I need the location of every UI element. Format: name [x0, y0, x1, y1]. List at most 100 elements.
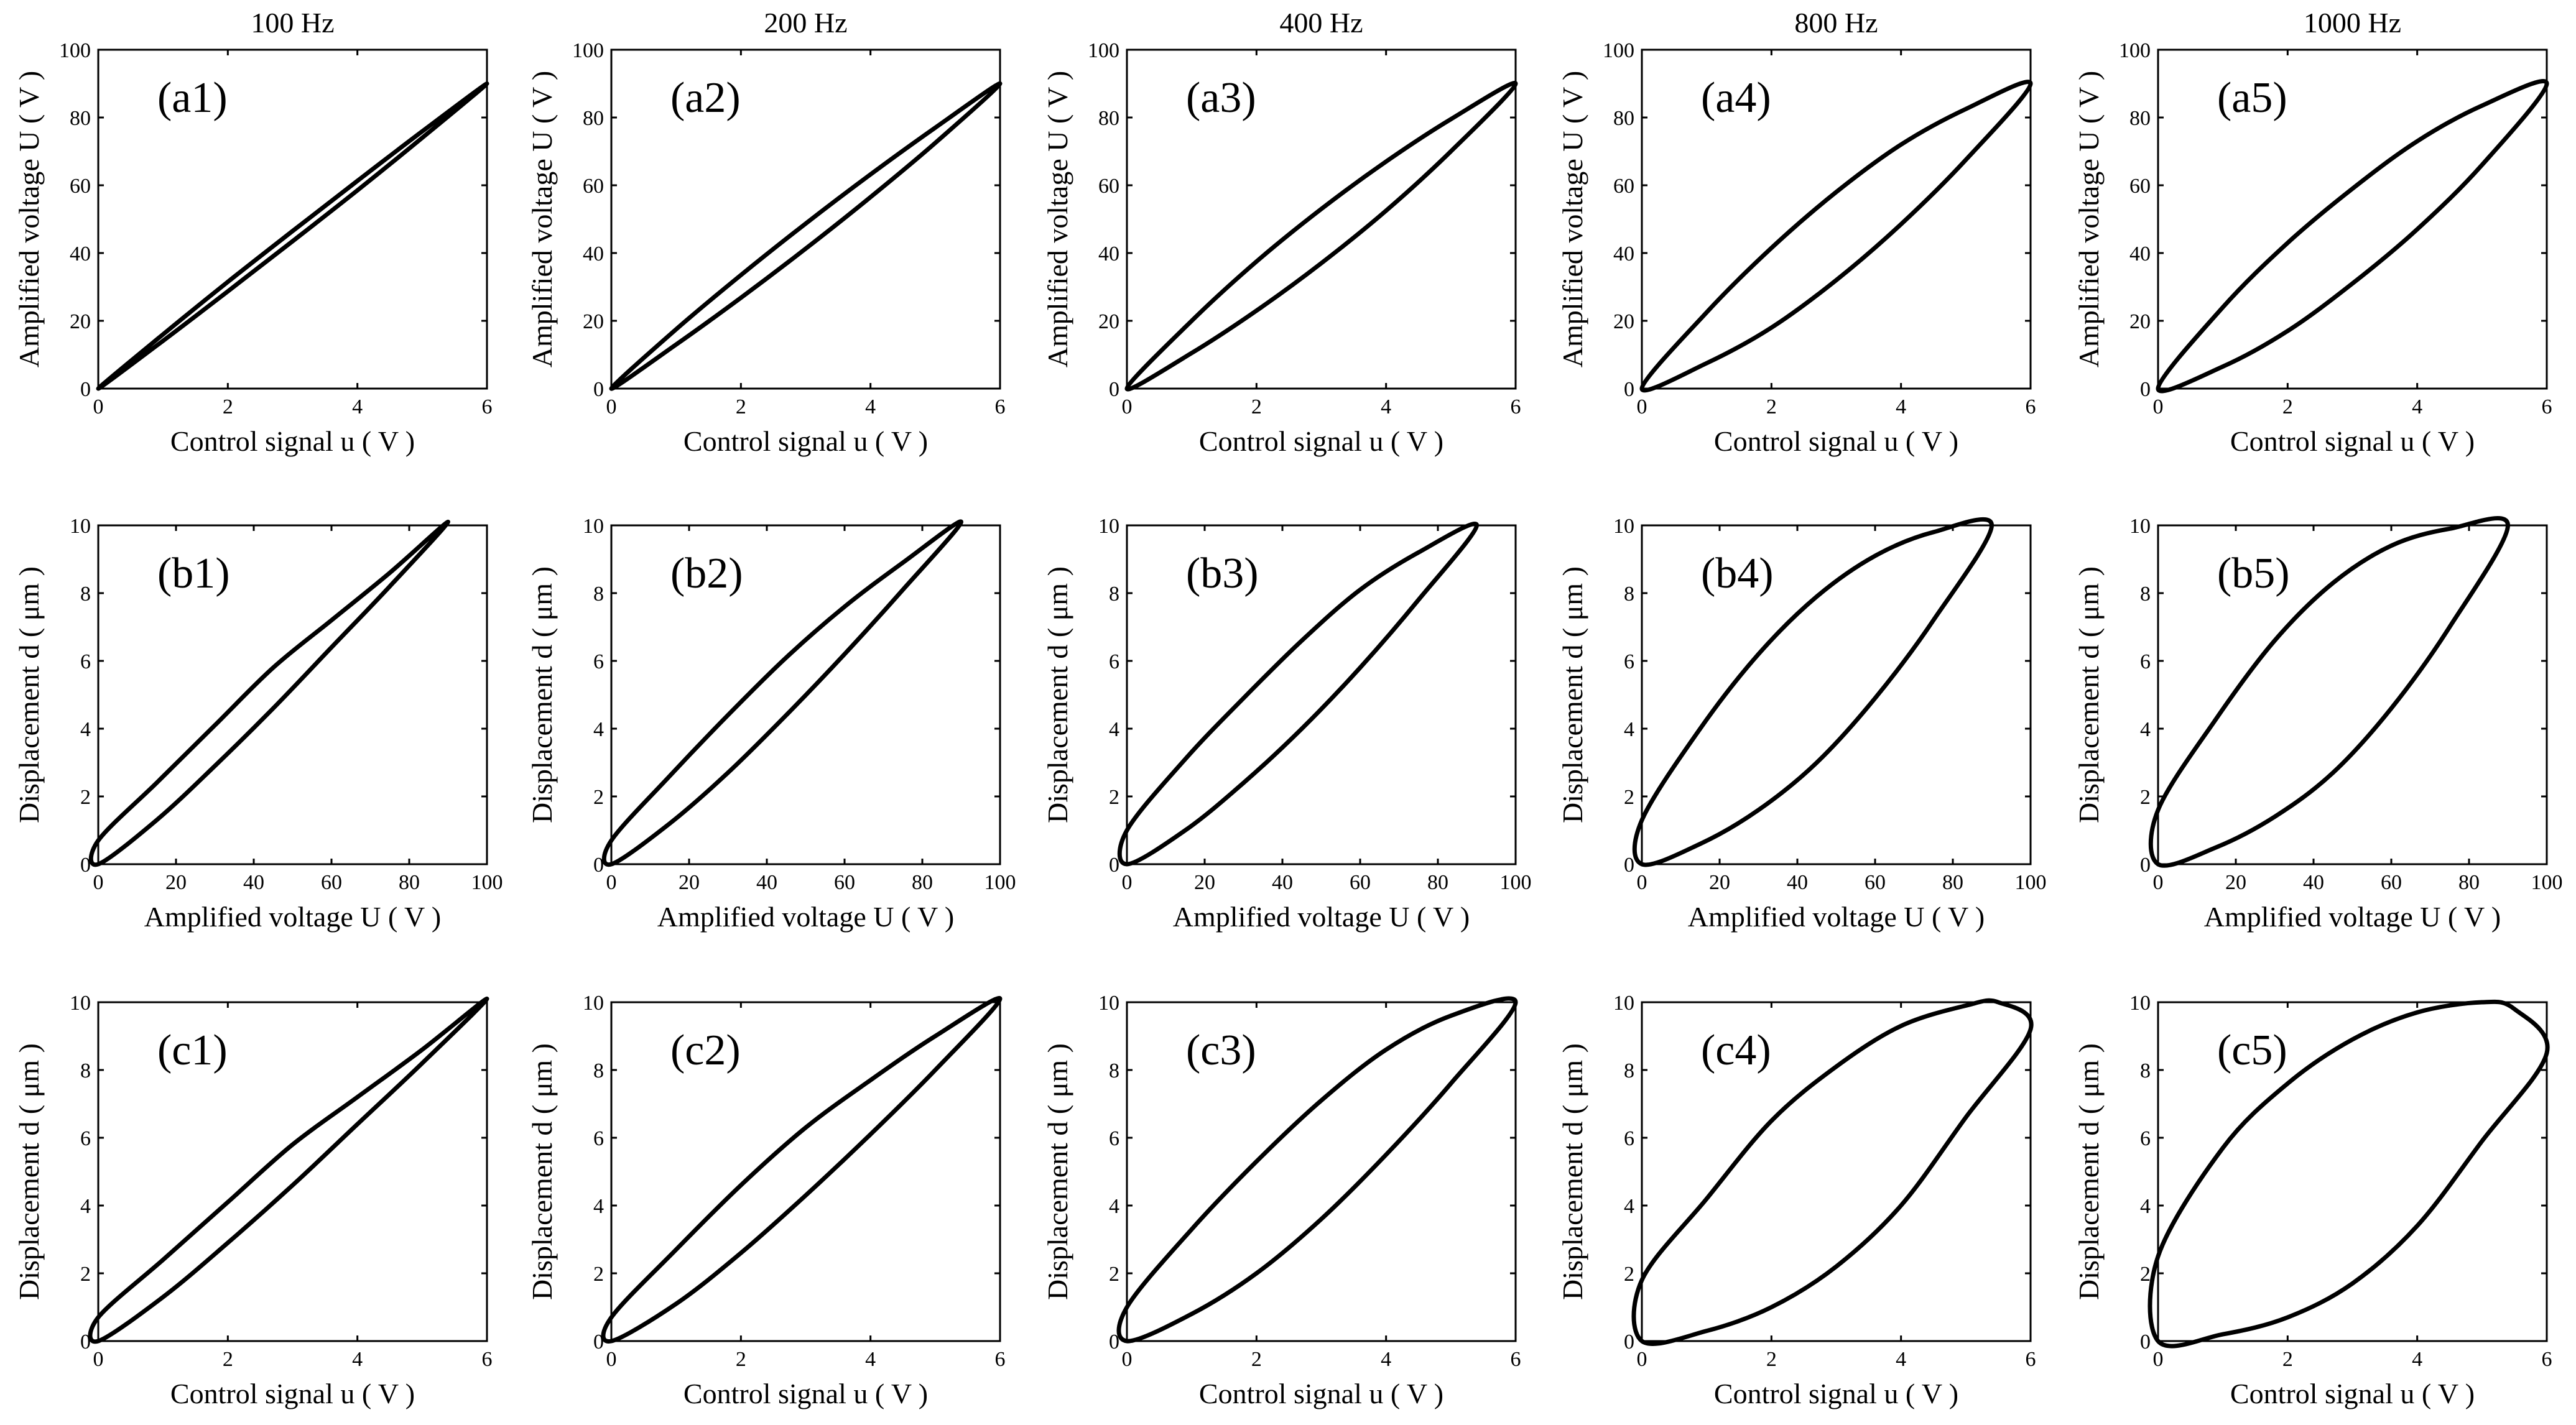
x-tick-label: 0: [1122, 871, 1133, 894]
x-tick-label: 6: [995, 395, 1006, 418]
x-tick-label: 0: [2153, 1348, 2164, 1371]
y-tick-label: 10: [2129, 515, 2151, 538]
hysteresis-loop-c5: [2147, 999, 2550, 1349]
hysteresis-loop-b1: [88, 520, 450, 867]
x-tick-label: 0: [93, 395, 104, 418]
x-tick-label: 4: [865, 395, 876, 418]
y-tick-label: 0: [1624, 1330, 1634, 1354]
x-axis-label: Amplified voltage U ( V ): [144, 901, 441, 933]
x-tick-label: 4: [1896, 395, 1906, 418]
y-tick-label: 80: [70, 107, 91, 130]
x-tick-label: 2: [1766, 1348, 1777, 1371]
column-title: 800 Hz: [1794, 7, 1878, 39]
y-tick-label: 20: [70, 310, 91, 333]
y-tick-label: 0: [1624, 378, 1634, 401]
plot-frame: [2157, 48, 2548, 390]
y-tick-label: 8: [1624, 583, 1634, 606]
x-tick-label: 80: [2458, 871, 2480, 894]
y-tick-label: 60: [2129, 175, 2151, 198]
y-tick-label: 6: [1109, 1127, 1119, 1150]
y-tick-label: 80: [583, 107, 604, 130]
panel-tag: (a4): [1701, 74, 1771, 122]
x-tick-label: 20: [1194, 871, 1215, 894]
y-tick-label: 100: [59, 39, 91, 62]
panel-c4: 0 2 4 6 0 2 4 6 8 10 Control signal u ( V ) Displac…: [1557, 992, 2036, 1409]
y-tick-label: 4: [1109, 1195, 1119, 1218]
y-tick-label: 8: [80, 1059, 91, 1082]
x-axis-label: Amplified voltage U ( V ): [2204, 901, 2501, 933]
x-tick-label: 100: [2531, 871, 2563, 894]
y-tick-label: 10: [1613, 515, 1634, 538]
x-tick-label: 40: [1272, 871, 1293, 894]
y-tick-label: 40: [1613, 242, 1634, 265]
x-tick-label: 2: [223, 1348, 233, 1371]
x-tick-label: 4: [352, 395, 363, 418]
x-tick-label: 2: [736, 395, 746, 418]
y-axis-label: Displacement d ( μm ): [2073, 1043, 2105, 1300]
x-tick-label: 100: [1500, 871, 1532, 894]
y-axis-label: Displacement d ( μm ): [1042, 566, 1073, 823]
y-tick-label: 0: [1109, 378, 1119, 401]
panel-b1: 0 20 40 60 80 100 0 2 4 6 8 10 Amplified voltage U (…: [13, 515, 503, 933]
panel-tag: (c5): [2217, 1026, 2287, 1074]
panel-b3: 0 20 40 60 80 100 0 2 4 6 8 10 Amplified voltage U (…: [1042, 515, 1532, 933]
x-tick-label: 0: [1122, 395, 1133, 418]
y-tick-label: 0: [1109, 1330, 1119, 1354]
y-tick-label: 2: [2140, 786, 2151, 809]
y-tick-label: 4: [1109, 718, 1119, 741]
y-axis-label: Displacement d ( μm ): [1557, 566, 1588, 823]
x-tick-label: 0: [2153, 395, 2164, 418]
y-tick-label: 6: [80, 650, 91, 673]
x-tick-label: 80: [1427, 871, 1448, 894]
y-tick-label: 6: [2140, 650, 2151, 673]
panel-tag: (c4): [1701, 1026, 1771, 1074]
x-tick-label: 0: [606, 395, 617, 418]
y-tick-label: 10: [2129, 992, 2151, 1015]
y-tick-label: 0: [2140, 378, 2151, 401]
x-tick-label: 40: [2303, 871, 2324, 894]
hysteresis-loop-b4: [1632, 517, 1994, 867]
y-axis-label: Displacement d ( μm ): [526, 566, 558, 823]
x-tick-label: 2: [223, 395, 233, 418]
x-tick-label: 6: [2026, 395, 2036, 418]
y-tick-label: 0: [2140, 1330, 2151, 1354]
hysteresis-loop-a4: [1639, 80, 2033, 393]
x-tick-label: 6: [1511, 395, 1521, 418]
hysteresis-loop-a2: [609, 81, 1003, 391]
x-tick-label: 100: [471, 871, 503, 894]
x-axis-label: Control signal u ( V ): [2230, 1378, 2475, 1409]
y-tick-label: 40: [1098, 242, 1119, 265]
panel-c5: 0 2 4 6 0 2 4 6 8 10 Control signal u ( V ) Displac…: [2073, 992, 2552, 1409]
x-tick-label: 2: [1251, 1348, 1262, 1371]
y-tick-label: 100: [572, 39, 604, 62]
x-tick-label: 6: [1511, 1348, 1521, 1371]
panel-tag: (a5): [2217, 74, 2287, 122]
plot-frame: [1641, 524, 2032, 865]
x-axis-label: Amplified voltage U ( V ): [1688, 901, 1985, 933]
x-tick-label: 6: [2542, 1348, 2552, 1371]
y-axis-label: Amplified voltage U ( V ): [13, 71, 45, 367]
y-tick-label: 20: [1098, 310, 1119, 333]
y-tick-label: 0: [593, 378, 604, 401]
x-axis-label: Control signal u ( V ): [1199, 1378, 1443, 1409]
y-tick-label: 8: [1109, 1059, 1119, 1082]
x-axis-label: Control signal u ( V ): [170, 425, 415, 457]
hysteresis-loop-a1: [96, 81, 489, 391]
column-title: 200 Hz: [764, 7, 847, 39]
x-axis-label: Amplified voltage U ( V ): [657, 901, 954, 933]
y-tick-label: 100: [1603, 39, 1634, 62]
panel-tag: (c1): [157, 1026, 228, 1074]
panel-b2: 0 20 40 60 80 100 0 2 4 6 8 10 Amplified voltage U (…: [526, 515, 1016, 933]
y-tick-label: 4: [2140, 1195, 2151, 1218]
y-tick-label: 8: [2140, 1059, 2151, 1082]
x-tick-label: 6: [482, 395, 493, 418]
y-tick-label: 10: [583, 992, 604, 1015]
